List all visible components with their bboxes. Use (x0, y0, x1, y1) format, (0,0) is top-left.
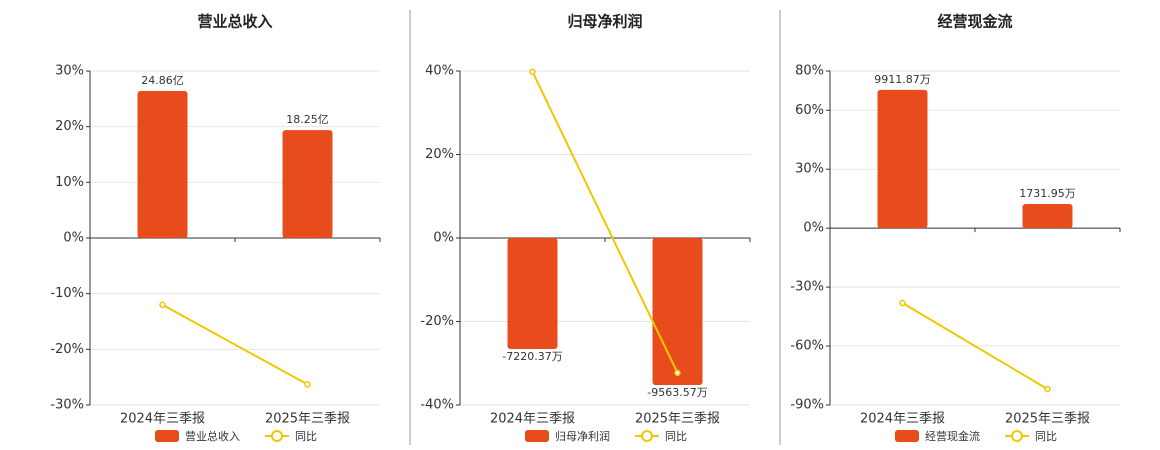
line (531, 71, 679, 374)
bar-value-label: 18.25亿 (286, 113, 329, 126)
y-tick-label: -60% (790, 339, 824, 354)
bar (507, 238, 558, 349)
legend-label: 同比 (1035, 430, 1057, 443)
legend-swatch (155, 430, 179, 442)
x-tick-label: 2024年三季报 (860, 412, 945, 427)
y-tick-label: -90% (790, 398, 824, 413)
y-tick-label: 10% (55, 175, 84, 190)
y-tick-label: 0% (63, 231, 84, 246)
line-point (899, 299, 906, 307)
legend-label: 经营现金流 (925, 429, 980, 443)
y-tick-label: -30% (50, 398, 84, 413)
y-tick-label: 30% (55, 64, 84, 79)
chart-title: 营业总收入 (197, 13, 272, 31)
y-tick-label: -20% (50, 342, 84, 357)
line-point (1044, 385, 1051, 393)
chart-title: 归母净利润 (567, 13, 642, 31)
x-tick-label: 2024年三季报 (490, 412, 575, 427)
legend-swatch (641, 430, 653, 442)
y-tick-label: 30% (795, 162, 824, 177)
bar (877, 89, 928, 229)
y-tick-label: 0% (803, 221, 824, 236)
y-tick-label: -30% (790, 280, 824, 295)
line-point (674, 369, 681, 377)
y-tick-label: -20% (420, 314, 454, 329)
bar-value-label: 24.86亿 (141, 74, 184, 87)
legend-swatch (525, 430, 549, 442)
chart-title: 经营现金流 (937, 13, 1012, 31)
y-tick-label: 60% (795, 103, 824, 118)
y-tick-label: 80% (795, 64, 824, 79)
bar-value-label: 1731.95万 (1019, 187, 1076, 200)
y-tick-label: -40% (420, 398, 454, 413)
line-point (529, 68, 536, 76)
bar (1022, 204, 1073, 229)
y-tick-label: 40% (425, 64, 454, 79)
legend-label: 同比 (295, 430, 317, 443)
bar-value-label: -7220.37万 (502, 350, 562, 363)
y-tick-label: 20% (425, 147, 454, 162)
legend-label: 营业总收入 (185, 429, 240, 443)
bar (137, 91, 188, 238)
bar-value-label: -9563.57万 (647, 386, 707, 399)
line-point (304, 381, 311, 388)
x-tick-label: 2025年三季报 (265, 412, 350, 427)
legend-swatch (271, 430, 283, 442)
x-tick-label: 2025年三季报 (635, 412, 720, 427)
bar (652, 238, 703, 385)
y-tick-label: -10% (50, 286, 84, 301)
legend-swatch (895, 430, 919, 442)
legend-label: 归母净利润 (555, 429, 610, 443)
x-tick-label: 2024年三季报 (120, 412, 205, 427)
legend-label: 同比 (665, 430, 687, 443)
x-tick-label: 2025年三季报 (1005, 412, 1090, 427)
legend-swatch (1011, 430, 1023, 442)
line (162, 303, 308, 386)
y-tick-label: 0% (433, 231, 454, 246)
bar-value-label: 9911.87万 (874, 73, 931, 86)
line (901, 302, 1049, 390)
bar (282, 130, 333, 238)
line-point (159, 301, 166, 309)
y-tick-label: 20% (55, 119, 84, 134)
